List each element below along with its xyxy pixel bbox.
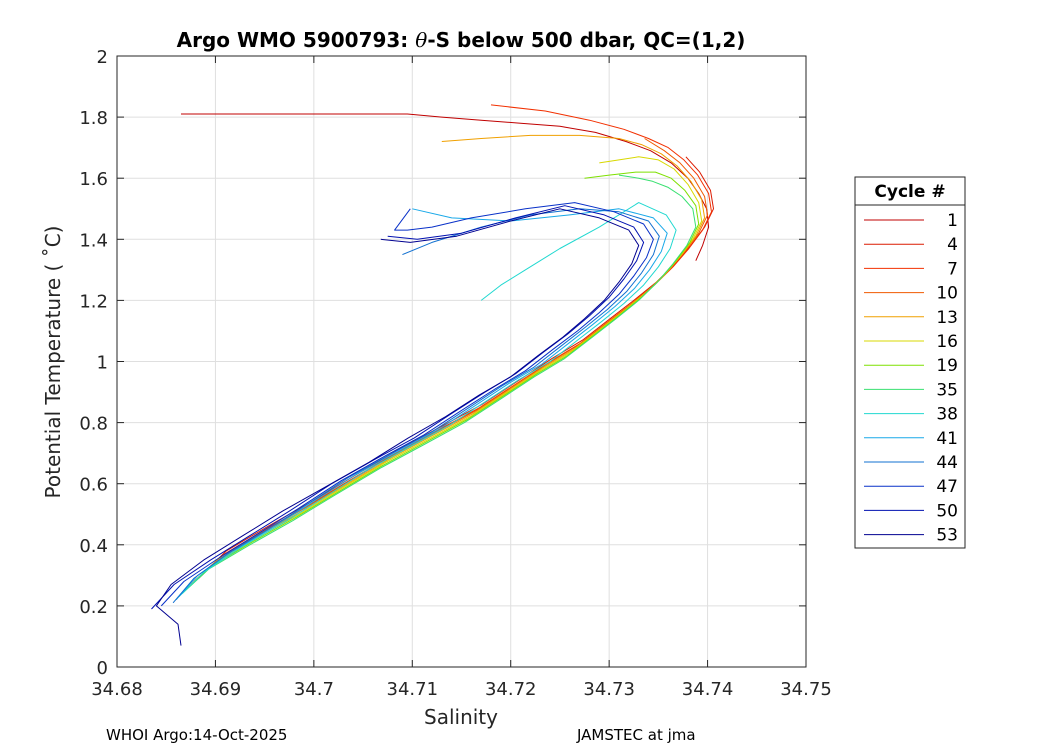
legend-label-44: 44: [936, 453, 958, 473]
theta-symbol: θ: [415, 28, 427, 52]
y-tick-label: 0.4: [79, 536, 108, 557]
series-line-cycle-47: [160, 202, 654, 607]
x-tick-label: 34.71: [387, 679, 439, 700]
series-line-cycle-38: [178, 202, 677, 598]
chart-title: Argo WMO 5900793: θ-S below 500 dbar, QC…: [177, 28, 746, 52]
x-tick-label: 34.7: [294, 679, 334, 700]
series-group: [151, 104, 714, 646]
y-tick-label: 1.8: [79, 108, 108, 129]
legend-label-16: 16: [936, 332, 958, 352]
series-line-cycle-10: [193, 138, 709, 582]
legend-label-50: 50: [936, 501, 958, 521]
x-tick-label: 34.68: [91, 679, 143, 700]
axis-ticks: 34.68 34.69 34.7 34.71 34.72 34.73 34.74 34.75 0…: [79, 47, 831, 700]
chart-title-suffix: -S below 500 dbar, QC=(1,2): [427, 28, 745, 52]
legend-title: Cycle #: [874, 182, 945, 202]
footer-credit: WHOI Argo:14-Oct-2025: [106, 726, 288, 744]
legend-label-7: 7: [947, 259, 958, 279]
y-tick-label: 1: [97, 353, 108, 374]
x-tick-label: 34.75: [780, 679, 832, 700]
x-axis-label: Salinity: [424, 705, 498, 729]
x-tick-label: 34.73: [583, 679, 635, 700]
legend-label-10: 10: [936, 284, 958, 304]
y-axis-label: Potential Temperature ( ˚C): [41, 226, 65, 499]
x-tick-label: 34.72: [485, 679, 537, 700]
legend-label-47: 47: [936, 477, 958, 497]
y-tick-label: 1.6: [79, 169, 108, 190]
footer-source: JAMSTEC at jma: [577, 726, 696, 744]
series-line-cycle-53: [155, 208, 640, 646]
legend-label-35: 35: [936, 380, 958, 400]
legend-label-4: 4: [947, 235, 958, 255]
y-tick-label: 0: [97, 658, 108, 679]
y-tick-label: 0.6: [79, 475, 108, 496]
legend-label-19: 19: [936, 356, 958, 376]
y-tick-label: 1.2: [79, 291, 108, 312]
series-line-cycle-41: [175, 208, 668, 601]
legend-label-13: 13: [936, 308, 958, 328]
x-tick-label: 34.74: [682, 679, 734, 700]
series-line-cycle-35: [181, 174, 697, 595]
y-tick-label: 0.8: [79, 414, 108, 435]
legend-label-53: 53: [936, 526, 958, 546]
series-line-cycle-50: [151, 205, 645, 610]
series-line-cycle-16: [187, 156, 703, 588]
chart-title-prefix: Argo WMO 5900793:: [177, 28, 416, 52]
y-tick-label: 1.4: [79, 230, 108, 251]
y-tick-label: 0.2: [79, 597, 108, 618]
legend-label-41: 41: [936, 429, 958, 449]
y-tick-label: 2: [97, 47, 108, 68]
legend-label-38: 38: [936, 405, 958, 425]
legend-label-1: 1: [947, 211, 958, 231]
x-tick-label: 34.69: [190, 679, 242, 700]
